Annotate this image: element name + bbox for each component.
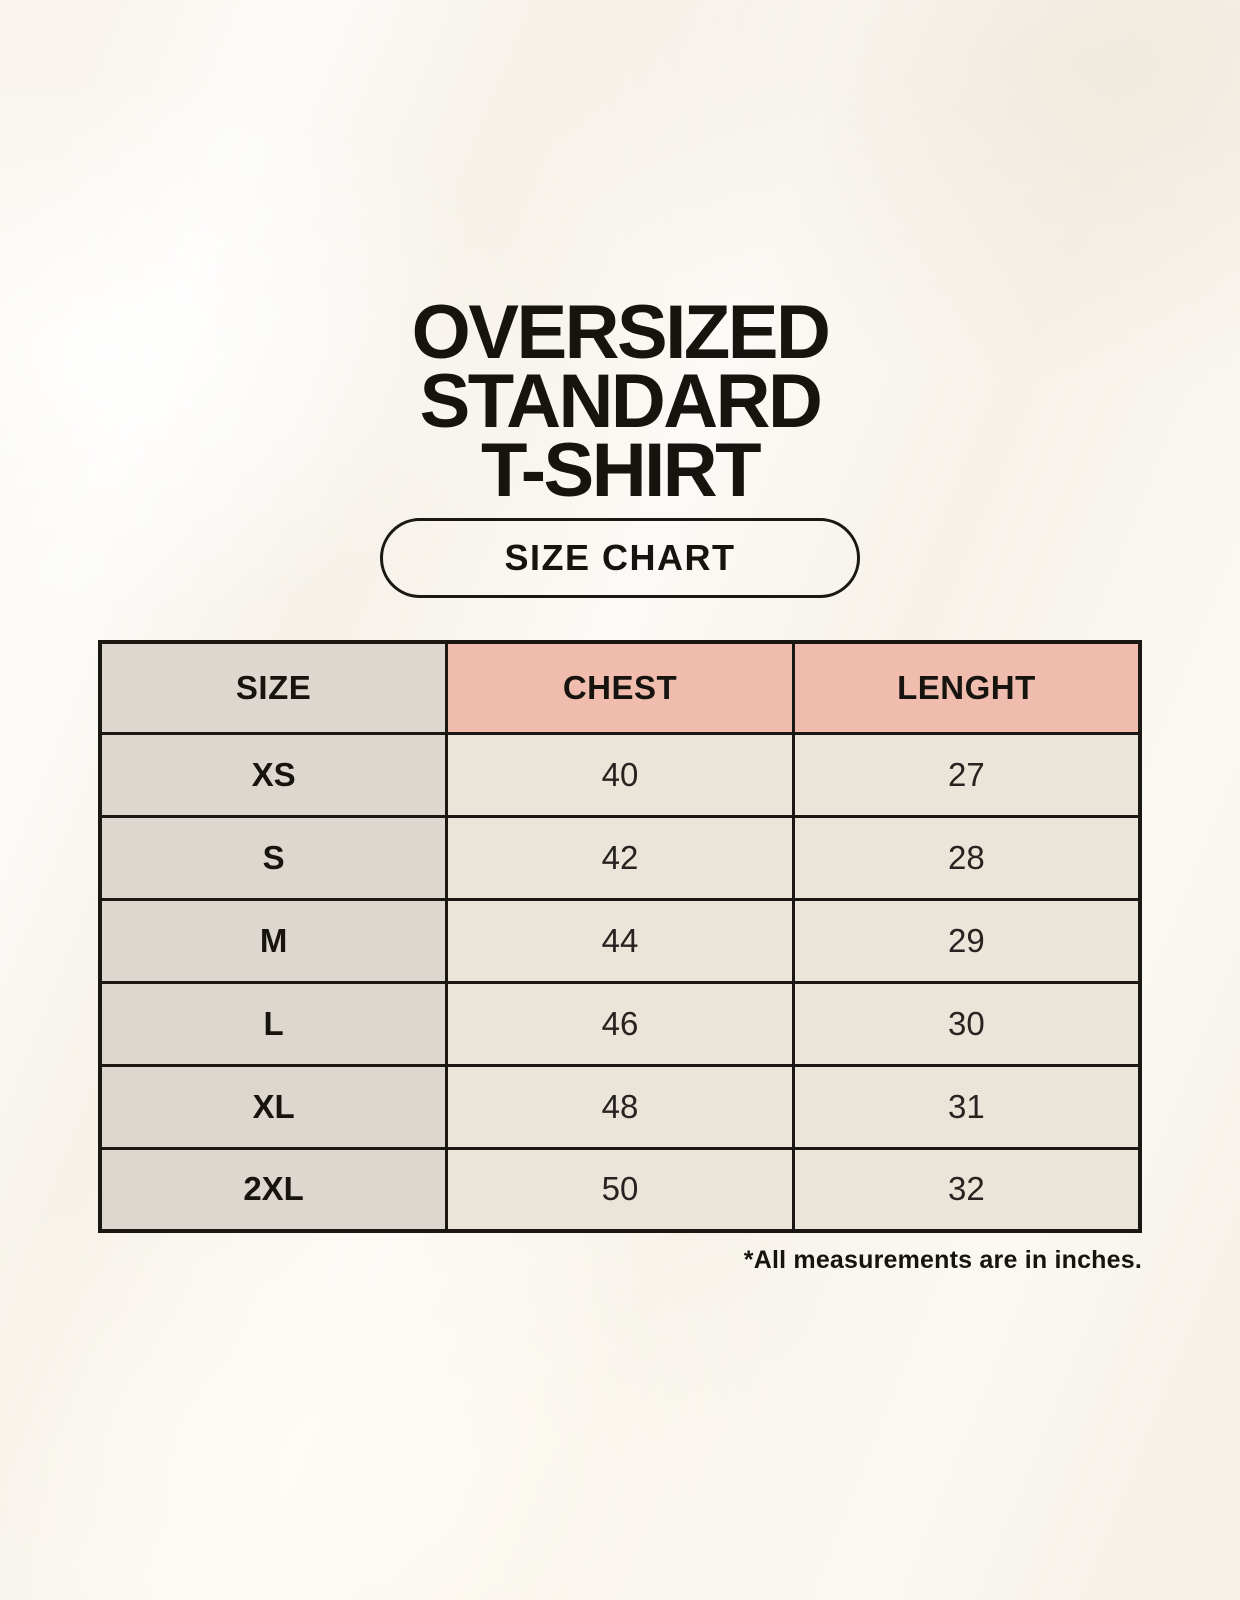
chest-cell-2xl: 50 [445, 1146, 795, 1233]
size-chart-table-body: XS 40 27 S 42 28 M 44 29 L 46 30 XL 48 [98, 731, 1142, 1233]
product-title: OVERSIZED STANDARD T-SHIRT [0, 289, 1240, 513]
size-chart-badge: SIZE CHART [380, 518, 860, 598]
size-cell-s: S [98, 814, 449, 901]
table-row-xs: XS 40 27 [98, 731, 1142, 818]
product-title-line-2: STANDARD [419, 358, 823, 444]
length-cell-l: 30 [791, 980, 1142, 1067]
length-cell-m: 29 [791, 897, 1142, 984]
size-cell-m: M [98, 897, 449, 984]
header-cell-size: SIZE [98, 640, 449, 735]
length-cell-xl: 31 [791, 1063, 1142, 1150]
chest-cell-s: 42 [445, 814, 795, 901]
size-cell-l: L [98, 980, 449, 1067]
size-cell-xs: XS [98, 731, 449, 818]
header-cell-length: LENGHT [791, 640, 1142, 735]
size-chart-badge-label: SIZE CHART [504, 537, 736, 578]
chest-cell-xs: 40 [445, 731, 795, 818]
table-row-s: S 42 28 [98, 814, 1142, 901]
size-chart-table-header: SIZE CHEST LENGHT [98, 640, 1142, 735]
length-cell-xs: 27 [791, 731, 1142, 818]
chest-cell-xl: 48 [445, 1063, 795, 1150]
length-cell-s: 28 [791, 814, 1142, 901]
size-cell-2xl: 2XL [98, 1146, 449, 1233]
header-row: SIZE CHEST LENGHT [98, 640, 1142, 735]
size-cell-xl: XL [98, 1063, 449, 1150]
product-title-line-1: OVERSIZED [411, 289, 831, 375]
table-row-m: M 44 29 [98, 897, 1142, 984]
table-row-xl: XL 48 31 [98, 1063, 1142, 1150]
chest-cell-m: 44 [445, 897, 795, 984]
table-row-2xl: 2XL 50 32 [98, 1146, 1142, 1233]
table-row-l: L 46 30 [98, 980, 1142, 1067]
product-title-line-3: T-SHIRT [480, 427, 762, 513]
header-cell-chest: CHEST [445, 640, 795, 735]
length-cell-2xl: 32 [791, 1146, 1142, 1233]
chest-cell-l: 46 [445, 980, 795, 1067]
measurements-footnote: *All measurements are in inches. [743, 1246, 1142, 1274]
size-chart-table: SIZE CHEST LENGHT XS 40 27 S 42 28 M 44 … [98, 640, 1142, 1233]
